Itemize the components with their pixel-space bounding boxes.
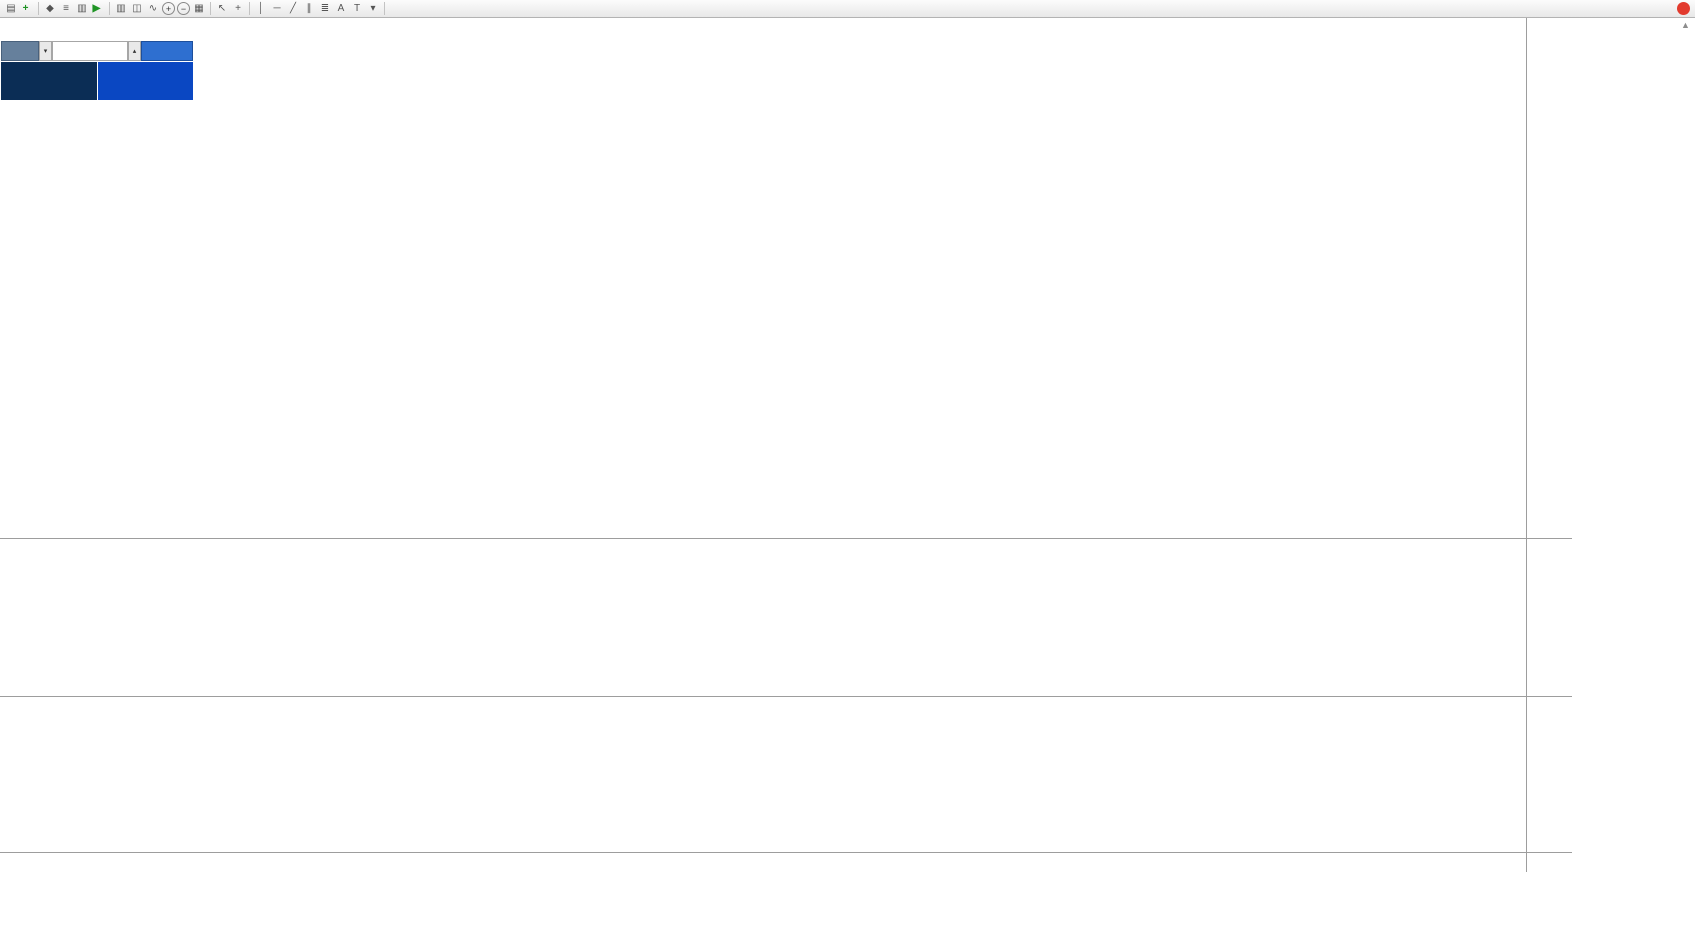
- panel-divider: [0, 538, 1572, 539]
- plus-icon: +: [22, 2, 29, 14]
- sell-price-display[interactable]: [1, 62, 97, 100]
- horizontal-line-icon[interactable]: ─: [273, 2, 281, 14]
- volume-increase-button[interactable]: ▴: [128, 41, 141, 61]
- buy-price-display[interactable]: [97, 62, 193, 100]
- zoom-out-icon[interactable]: −: [177, 2, 190, 15]
- toolbar-separator: [384, 2, 385, 15]
- rsi-canvas[interactable]: [0, 696, 1526, 852]
- line-chart-icon[interactable]: ∿: [148, 2, 158, 14]
- notification-badge[interactable]: [1677, 2, 1690, 15]
- rsi-panel[interactable]: [0, 696, 1526, 852]
- chart-ohlc-title: [4, 21, 11, 33]
- toolbar-separator: [109, 2, 110, 15]
- macd-canvas[interactable]: [0, 538, 1526, 696]
- bar-chart-icon[interactable]: ▥: [116, 2, 126, 14]
- time-axis[interactable]: [0, 852, 1572, 872]
- chart-window-icon[interactable]: ▤: [6, 2, 16, 14]
- panel-divider: [0, 696, 1572, 697]
- autotrading-button[interactable]: ▶: [90, 1, 106, 16]
- navigator-icon[interactable]: ◆: [46, 2, 54, 14]
- shapes-dropdown-icon[interactable]: ▾: [370, 2, 376, 14]
- crosshair-icon[interactable]: +: [235, 2, 241, 14]
- volume-input[interactable]: [52, 41, 128, 61]
- main-toolbar: ▤ + ◆ ≡ ▥ ▶ ▥ ◫ ∿ + − ▦ ↖ + │ ─ ╱ ∥ ≣ A …: [0, 0, 1695, 18]
- macd-panel[interactable]: [0, 538, 1526, 696]
- axis-divider: [1526, 18, 1527, 872]
- scroll-up-icon[interactable]: ▲: [1681, 20, 1690, 30]
- main-chart-canvas[interactable]: [0, 18, 1526, 538]
- cursor-icon[interactable]: ↖: [217, 2, 227, 14]
- one-click-trading-panel: ▾ ▴: [1, 41, 193, 100]
- vertical-line-icon[interactable]: │: [257, 2, 265, 14]
- panel-divider: [0, 852, 1572, 853]
- new-order-button[interactable]: +: [19, 1, 35, 16]
- terminal-icon[interactable]: ▥: [77, 2, 87, 14]
- channel-icon[interactable]: ∥: [306, 2, 312, 14]
- sell-button[interactable]: [1, 41, 39, 61]
- grid-icon[interactable]: ▦: [194, 2, 204, 14]
- toolbar-separator: [210, 2, 211, 15]
- label-icon[interactable]: T: [353, 2, 361, 14]
- price-axis[interactable]: [1527, 18, 1572, 872]
- text-icon[interactable]: A: [337, 2, 345, 14]
- play-icon: ▶: [92, 2, 101, 14]
- candlestick-chart-icon[interactable]: ◫: [132, 2, 142, 14]
- main-chart-area[interactable]: ▾ ▴: [0, 18, 1526, 538]
- zoom-in-icon[interactable]: +: [162, 2, 175, 15]
- fibonacci-icon[interactable]: ≣: [320, 2, 330, 14]
- buy-button[interactable]: [141, 41, 193, 61]
- toolbar-separator: [38, 2, 39, 15]
- toolbar-separator: [249, 2, 250, 15]
- volume-decrease-button[interactable]: ▾: [39, 41, 52, 61]
- trendline-icon[interactable]: ╱: [289, 2, 297, 14]
- market-watch-icon[interactable]: ≡: [63, 2, 69, 14]
